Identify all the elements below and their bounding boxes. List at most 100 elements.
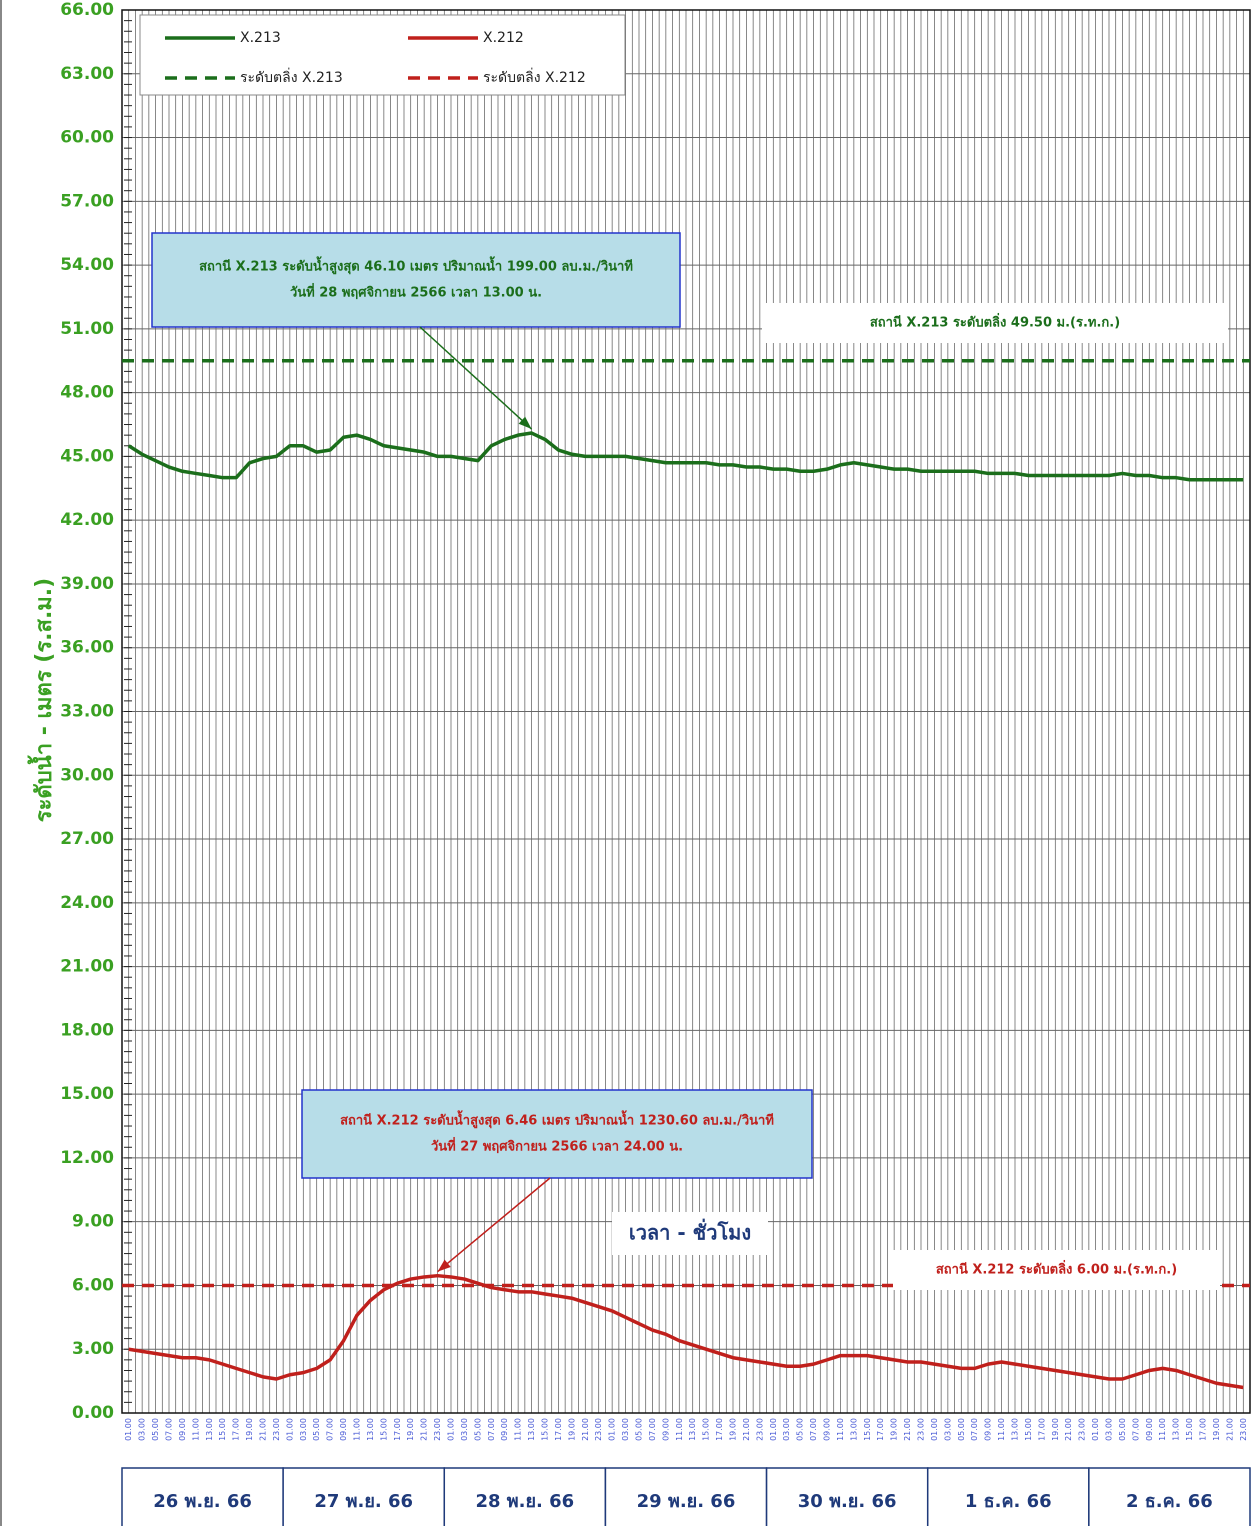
- x-tick-label: 15.00: [218, 1418, 227, 1441]
- x-tick-label: 09.00: [500, 1418, 509, 1441]
- x-tick-label: 03.00: [782, 1418, 791, 1441]
- y-tick-label: 12.00: [60, 1148, 114, 1168]
- day-label: 27 พ.ย. 66: [314, 1491, 413, 1512]
- x-tick-label: 21.00: [1225, 1418, 1234, 1441]
- plot-border: [121, 9, 1251, 1414]
- annotation-text: วันที่ 27 พฤศจิกายน 2566 เวลา 24.00 น.: [431, 1137, 683, 1155]
- y-tick-label: 36.00: [60, 638, 114, 658]
- y-tick-label: 3.00: [72, 1339, 114, 1359]
- day-box: [765, 1467, 929, 1526]
- y-tick-label: 30.00: [60, 765, 114, 785]
- day-box: [1088, 1467, 1251, 1526]
- x-tick-label: 01.00: [124, 1418, 133, 1441]
- x-tick-label: 13.00: [366, 1418, 375, 1441]
- y-tick-label: 27.00: [60, 829, 114, 849]
- annotation-text: วันที่ 28 พฤศจิกายน 2566 เวลา 13.00 น.: [290, 283, 542, 301]
- y-tick-label: 42.00: [60, 510, 114, 530]
- x-tick-label: 19.00: [1051, 1418, 1060, 1441]
- reference-label-box: [762, 303, 1228, 343]
- y-tick-label: 45.00: [60, 446, 114, 466]
- x-tick-label: 21.00: [581, 1418, 590, 1441]
- y-tick-label: 24.00: [60, 893, 114, 913]
- y-tick-label: 21.00: [60, 957, 114, 977]
- x-tick-label: 01.00: [285, 1418, 294, 1441]
- annotation-text: สถานี X.212 ระดับน้ำสูงสุด 6.46 เมตร ปริ…: [340, 1110, 774, 1129]
- y-tick-label: 48.00: [60, 383, 114, 403]
- series-line: [127, 431, 1244, 482]
- x-tick-label: 19.00: [567, 1418, 576, 1441]
- annotation-arrow: [437, 1177, 551, 1273]
- y-tick-label: 33.00: [60, 702, 114, 722]
- day-label: 26 พ.ย. 66: [153, 1491, 252, 1512]
- x-tick-label: 03.00: [138, 1418, 147, 1441]
- x-tick-label: 19.00: [890, 1418, 899, 1441]
- x-tick-label: 11.00: [836, 1418, 845, 1441]
- x-tick-label: 13.00: [1011, 1418, 1020, 1441]
- x-tick-label: 03.00: [621, 1418, 630, 1441]
- x-tick-label: 23.00: [433, 1418, 442, 1441]
- x-tick-label: 11.00: [353, 1418, 362, 1441]
- arrow-head: [437, 1259, 451, 1272]
- y-tick-label: 39.00: [60, 574, 114, 594]
- x-tick-label: 11.00: [997, 1418, 1006, 1441]
- day-label: 30 พ.ย. 66: [798, 1491, 897, 1512]
- x-axis-label: เวลา - ชั่วโมง: [629, 1218, 751, 1245]
- x-tick-label: 23.00: [917, 1418, 926, 1441]
- x-tick-label: 15.00: [1024, 1418, 1033, 1441]
- x-tick-label: 11.00: [191, 1418, 200, 1441]
- x-tick-label: 21.00: [1064, 1418, 1073, 1441]
- x-tick-label: 09.00: [339, 1418, 348, 1441]
- x-tick-label: 01.00: [769, 1418, 778, 1441]
- x-tick-label: 17.00: [715, 1418, 724, 1441]
- x-tick-label: 19.00: [1212, 1418, 1221, 1441]
- x-tick-label: 13.00: [1172, 1418, 1181, 1441]
- x-tick-label: 11.00: [514, 1418, 523, 1441]
- reference-label: สถานี X.213 ระดับตลิ่ง 49.50 ม.(ร.ท.ก.): [870, 313, 1120, 331]
- x-tick-label: 19.00: [245, 1418, 254, 1441]
- x-tick-label: 23.00: [755, 1418, 764, 1441]
- x-tick-label: 07.00: [1131, 1418, 1140, 1441]
- x-tick-label: 03.00: [1105, 1418, 1114, 1441]
- x-tick-label: 21.00: [420, 1418, 429, 1441]
- x-tick-label: 05.00: [796, 1418, 805, 1441]
- x-tick-label: 05.00: [635, 1418, 644, 1441]
- x-tick-label: 23.00: [272, 1418, 281, 1441]
- x-tick-label: 15.00: [702, 1418, 711, 1441]
- x-tick-label: 15.00: [1185, 1418, 1194, 1441]
- arrow-head: [518, 416, 532, 430]
- x-tick-label: 05.00: [473, 1418, 482, 1441]
- x-tick-label: 09.00: [661, 1418, 670, 1441]
- y-tick-label: 51.00: [60, 319, 114, 339]
- x-tick-label: 17.00: [232, 1418, 241, 1441]
- x-tick-label: 01.00: [1091, 1418, 1100, 1441]
- x-tick-label: 17.00: [1037, 1418, 1046, 1441]
- x-tick-label: 21.00: [742, 1418, 751, 1441]
- y-tick-label: 57.00: [60, 191, 114, 211]
- reference-label-box: [893, 1250, 1220, 1290]
- x-tick-label: 07.00: [487, 1418, 496, 1441]
- day-box: [121, 1467, 284, 1526]
- x-tick-label: 09.00: [1145, 1418, 1154, 1441]
- series-line: [128, 1273, 1244, 1390]
- y-tick-label: 54.00: [60, 255, 114, 275]
- x-tick-label: 07.00: [970, 1418, 979, 1441]
- x-tick-label: 13.00: [688, 1418, 697, 1441]
- x-tick-label: 05.00: [312, 1418, 321, 1441]
- day-box: [443, 1467, 607, 1526]
- x-label-box: [612, 1212, 768, 1255]
- x-tick-label: 19.00: [406, 1418, 415, 1441]
- y-tick-label: 60.00: [60, 128, 114, 148]
- annotation-arrow: [419, 326, 533, 430]
- x-tick-label: 07.00: [326, 1418, 335, 1441]
- x-tick-label: 21.00: [903, 1418, 912, 1441]
- legend-label: ระดับตลิ่ง X.212: [483, 68, 586, 86]
- day-box: [282, 1467, 446, 1526]
- x-tick-label: 17.00: [554, 1418, 563, 1441]
- x-tick-label: 19.00: [729, 1418, 738, 1441]
- day-label: 1 ธ.ค. 66: [965, 1491, 1052, 1512]
- x-tick-label: 17.00: [876, 1418, 885, 1441]
- y-tick-label: 0.00: [72, 1403, 114, 1423]
- y-axis-label: ระดับน้ำ - เมตร (ร.ส.ม.): [27, 578, 57, 822]
- x-tick-label: 01.00: [608, 1418, 617, 1441]
- y-tick-label: 6.00: [72, 1275, 114, 1295]
